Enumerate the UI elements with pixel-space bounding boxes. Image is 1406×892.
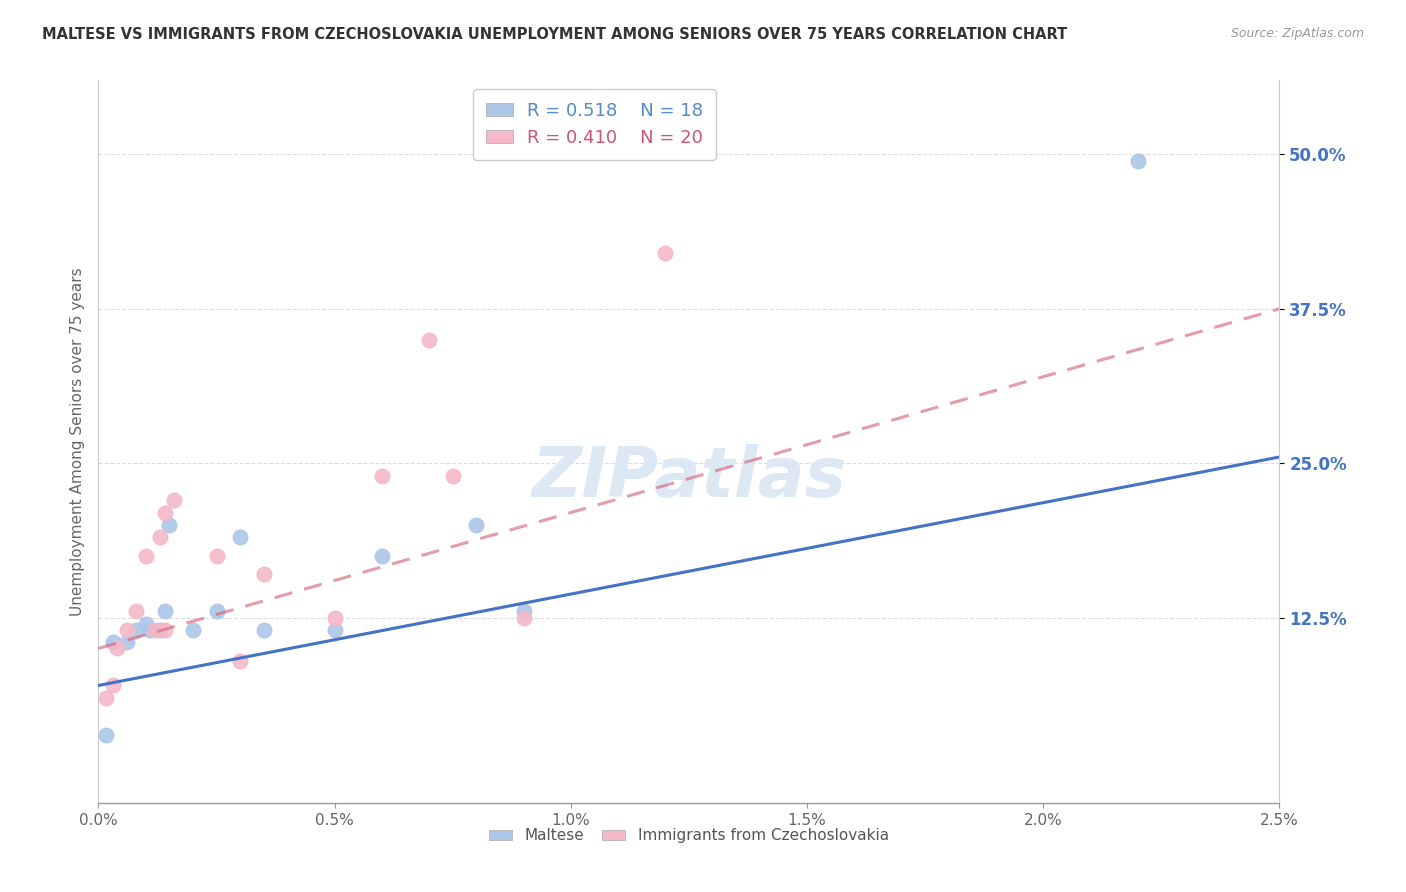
Point [229,654,252,668]
Point [465,517,488,532]
Point [229,530,252,544]
Point [205,549,228,563]
Point [323,623,346,637]
Point [181,623,204,637]
Point [253,567,276,582]
Point [253,623,276,637]
Point [149,623,172,637]
Point [143,623,166,637]
Text: Source: ZipAtlas.com: Source: ZipAtlas.com [1230,27,1364,40]
Point [105,641,128,656]
Point [323,610,346,624]
Point [153,604,176,618]
Point [441,468,464,483]
Point [125,604,148,618]
Point [135,616,157,631]
Point [205,604,228,618]
Point [135,549,157,563]
Point [101,635,124,649]
Text: ZIPatlas: ZIPatlas [531,444,846,511]
Point [654,246,676,260]
Point [139,623,162,637]
Point [101,678,124,692]
Point [512,610,534,624]
Point [149,530,172,544]
Point [94,690,117,705]
Legend: Maltese, Immigrants from Czechoslovakia: Maltese, Immigrants from Czechoslovakia [484,822,894,849]
Point [115,635,138,649]
Y-axis label: Unemployment Among Seniors over 75 years: Unemployment Among Seniors over 75 years [69,268,84,615]
Point [115,623,138,637]
Point [163,493,186,508]
Point [512,604,534,618]
Point [371,549,394,563]
Point [157,517,180,532]
Point [418,333,440,347]
Point [371,468,394,483]
Point [153,506,176,520]
Text: MALTESE VS IMMIGRANTS FROM CZECHOSLOVAKIA UNEMPLOYMENT AMONG SENIORS OVER 75 YEA: MALTESE VS IMMIGRANTS FROM CZECHOSLOVAKI… [42,27,1067,42]
Point [153,623,176,637]
Point [94,728,117,742]
Point [1126,153,1149,168]
Point [125,623,148,637]
